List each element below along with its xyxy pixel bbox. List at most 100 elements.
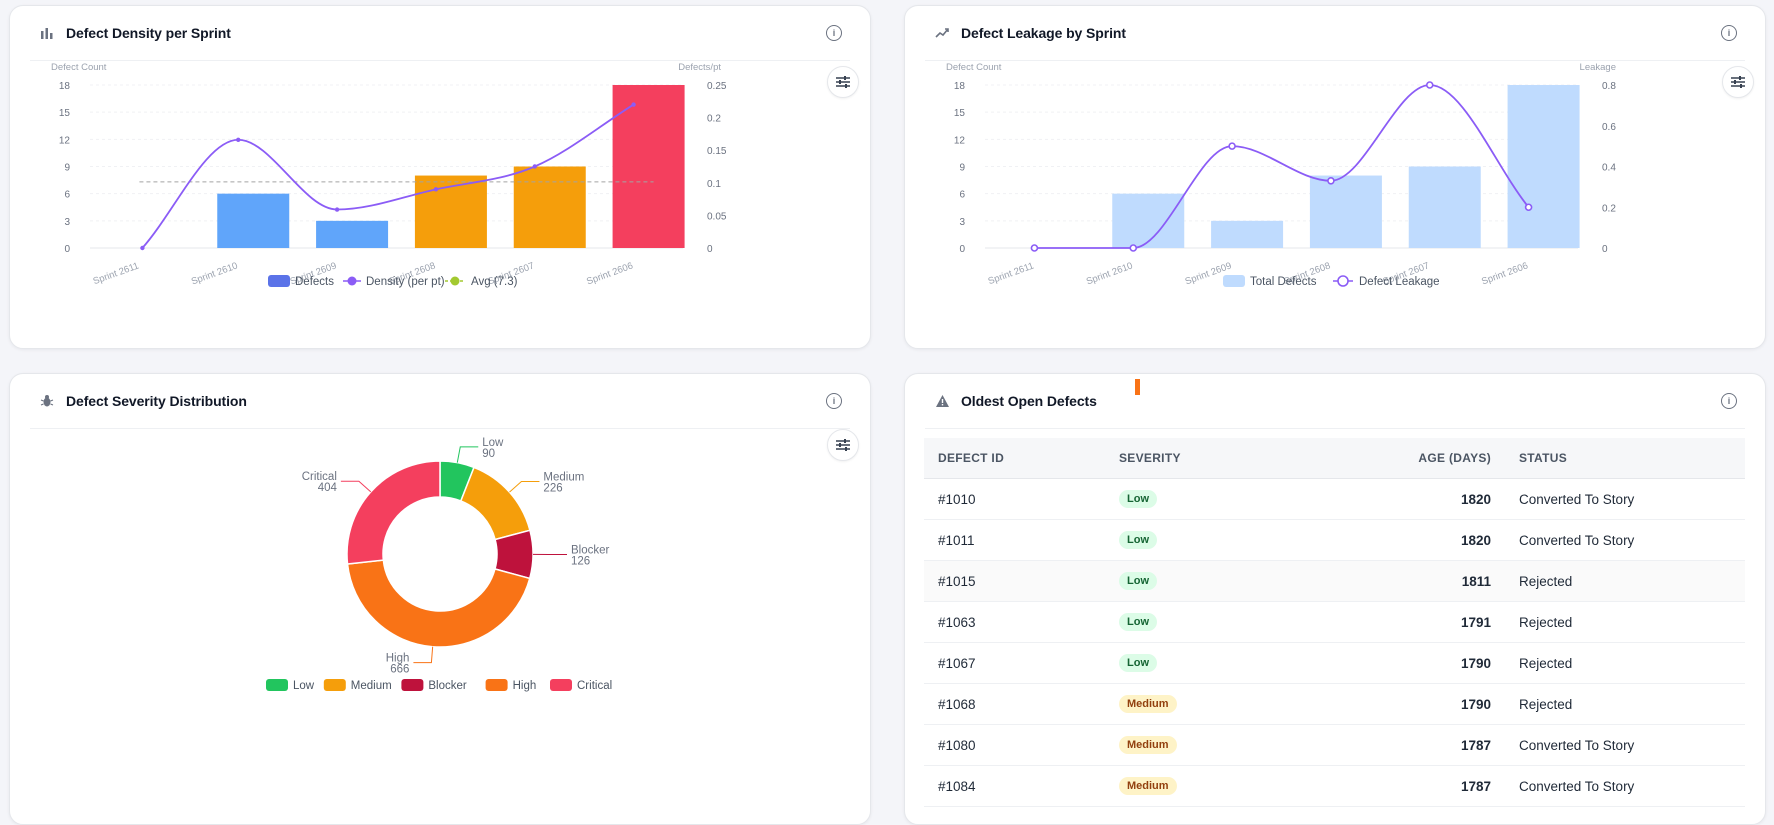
y-tick-right: 0.4 xyxy=(1602,163,1616,174)
y-tick-right: 0.8 xyxy=(1602,81,1616,92)
status-cell: Converted To Story xyxy=(1505,479,1745,520)
x-tick-label: Sprint 2611 xyxy=(987,260,1036,287)
y-tick-right: 0.15 xyxy=(707,146,727,157)
leakage-point xyxy=(1130,245,1136,251)
y-tick-left: 18 xyxy=(954,81,966,92)
legend-swatch-density-dot xyxy=(348,277,357,286)
severity-cell: Low xyxy=(1105,479,1313,520)
y-tick-left: 18 xyxy=(59,81,71,92)
slice-value: 90 xyxy=(482,448,495,460)
age-days: 1787 xyxy=(1313,766,1505,807)
severity-badge: Low xyxy=(1119,490,1157,508)
leakage-point xyxy=(1427,82,1433,88)
bar xyxy=(1508,85,1580,248)
donut-slice-critical xyxy=(347,461,440,564)
defect-id[interactable]: #1067 xyxy=(924,643,1105,684)
age-days: 1787 xyxy=(1313,725,1505,766)
defect-id[interactable]: #1015 xyxy=(924,561,1105,602)
warning-triangle-icon xyxy=(935,393,951,409)
slice-value: 226 xyxy=(543,483,562,495)
leader-line xyxy=(413,647,432,663)
legend-swatch-low xyxy=(266,679,288,691)
y-axis-left-label: Defect Count xyxy=(51,62,107,73)
leader-line xyxy=(509,482,539,493)
density-point xyxy=(236,138,240,142)
defect-id[interactable]: #1010 xyxy=(924,479,1105,520)
leakage-point xyxy=(1526,204,1532,210)
defect-id[interactable]: #1084 xyxy=(924,766,1105,807)
card-header: Oldest Open Defects i xyxy=(925,374,1745,429)
status-cell: Rejected xyxy=(1505,643,1745,684)
y-axis-right-label: Leakage xyxy=(1580,62,1616,73)
defect-id[interactable]: #1068 xyxy=(924,684,1105,725)
status-cell: Rejected xyxy=(1505,561,1745,602)
column-header-age[interactable]: AGE (DAYS) xyxy=(1313,438,1505,479)
defects-table: DEFECT ID SEVERITY AGE (DAYS) STATUS #10… xyxy=(924,438,1745,807)
legend-swatch-blocker xyxy=(401,679,423,691)
severity-donut-chart: Low90Medium226Blocker126High666Critical4… xyxy=(10,374,870,824)
leakage-point xyxy=(1229,143,1235,149)
legend-swatch-critical xyxy=(550,679,572,691)
bar xyxy=(1112,194,1184,248)
legend-label: Medium xyxy=(351,680,392,692)
status-cell: Rejected xyxy=(1505,684,1745,725)
defect-id[interactable]: #1063 xyxy=(924,602,1105,643)
y-tick-left: 3 xyxy=(959,217,965,228)
severity-cell: Low xyxy=(1105,520,1313,561)
y-tick-right: 0.2 xyxy=(707,114,721,125)
defect-id[interactable]: #1011 xyxy=(924,520,1105,561)
legend-swatch-medium xyxy=(324,679,346,691)
leader-line xyxy=(341,481,371,492)
defect-id[interactable]: #1080 xyxy=(924,725,1105,766)
legend-swatch-leakage-dot xyxy=(1338,276,1348,286)
density-point xyxy=(434,187,438,191)
y-tick-left: 9 xyxy=(64,163,70,174)
age-days: 1820 xyxy=(1313,520,1505,561)
severity-badge: Low xyxy=(1119,654,1157,672)
y-tick-left: 15 xyxy=(59,108,71,119)
leakage-point xyxy=(1031,245,1037,251)
legend-swatch-high xyxy=(486,679,508,691)
leakage-point xyxy=(1328,178,1334,184)
age-days: 1811 xyxy=(1313,561,1505,602)
slice-value: 404 xyxy=(318,482,338,494)
bar xyxy=(217,194,289,248)
age-days: 1791 xyxy=(1313,602,1505,643)
x-tick-label: Sprint 2606 xyxy=(585,260,634,287)
severity-badge: Low xyxy=(1119,613,1157,631)
y-tick-right: 0.1 xyxy=(707,179,721,190)
density-point xyxy=(335,207,339,211)
status-cell: Converted To Story xyxy=(1505,520,1745,561)
legend-label: Defects xyxy=(295,276,334,288)
info-icon[interactable]: i xyxy=(1721,393,1737,409)
column-header-status[interactable]: STATUS xyxy=(1505,438,1745,479)
density-point xyxy=(533,164,537,168)
column-header-severity[interactable]: SEVERITY xyxy=(1105,438,1313,479)
defect-density-card: Defect Density per Sprint i Defect Count… xyxy=(9,5,871,349)
y-axis-right-label: Defects/pt xyxy=(678,62,721,73)
y-tick-right: 0.25 xyxy=(707,81,727,92)
legend-label: Blocker xyxy=(428,680,467,692)
legend-swatch-total xyxy=(1223,275,1245,287)
y-tick-right: 0 xyxy=(1602,244,1608,255)
column-header-defect-id[interactable]: DEFECT ID xyxy=(924,438,1105,479)
age-days: 1820 xyxy=(1313,479,1505,520)
severity-cell: Medium xyxy=(1105,684,1313,725)
bar xyxy=(316,221,388,248)
y-tick-left: 9 xyxy=(959,163,965,174)
severity-cell: Medium xyxy=(1105,725,1313,766)
oldest-defects-card: Oldest Open Defects i DEFECT ID SEVERITY… xyxy=(904,373,1766,825)
y-tick-right: 0.6 xyxy=(1602,122,1616,133)
status-cell: Rejected xyxy=(1505,602,1745,643)
